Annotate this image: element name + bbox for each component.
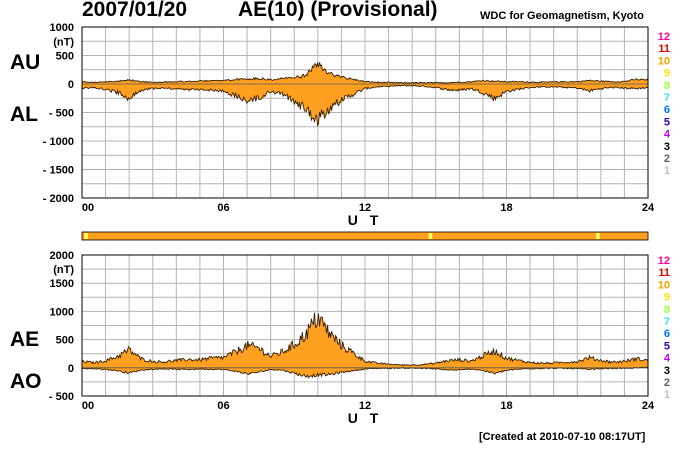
panel2-station-legend-item: 6 <box>664 328 670 340</box>
panel2-station-legend-item: 3 <box>664 365 670 377</box>
panel1-station-legend-item: 3 <box>664 141 670 153</box>
station-count-marker <box>428 233 433 239</box>
panel2-series-ao <box>81 366 649 379</box>
panel2-ytick-label: 0 <box>68 363 74 375</box>
panel1-xlabel: U T <box>348 212 383 228</box>
panel1-station-legend-item: 1 <box>664 165 670 177</box>
panel1-station-legend-item: 7 <box>664 92 670 104</box>
panel1-station-legend-item: 11 <box>658 43 670 55</box>
panel2-xtick-label: 18 <box>500 400 512 412</box>
top-label-al: AL <box>10 103 38 126</box>
panel2-station-legend-item: 4 <box>664 353 671 365</box>
panel2-station-legend-item: 12 <box>658 255 670 267</box>
panel2-station-legend-item: 10 <box>658 279 670 291</box>
panel1-station-legend-item: 5 <box>664 116 670 128</box>
panel1-ytick-label: 500 <box>56 51 74 63</box>
panel1-ytick-label: 0 <box>68 79 74 91</box>
panel2-station-legend-item: 5 <box>664 340 670 352</box>
panel1-series-al <box>81 84 649 127</box>
created-timestamp: [Created at 2010-07-10 08:17UT] <box>479 431 646 443</box>
data-source: WDC for Geomagnetism, Kyoto <box>480 10 644 22</box>
station-count-bar <box>81 231 649 241</box>
station-count-marker <box>84 233 88 239</box>
panel1-ytick-label: - 2000 <box>43 193 74 205</box>
panel1-series-au <box>81 61 649 84</box>
panel2-station-legend-item: 1 <box>664 389 670 401</box>
panel2-xtick-label: 12 <box>359 400 371 412</box>
panel1-frame <box>81 26 649 199</box>
panel1-ytick-label: - 500 <box>49 108 74 120</box>
panel1-xtick-label: 24 <box>642 202 655 214</box>
panel2-xlabel: U T <box>348 410 383 426</box>
panel1-xtick-label: 00 <box>82 202 94 214</box>
panel1-station-legend-item: 8 <box>664 80 670 92</box>
panel2-ytick-label: - 500 <box>49 391 74 403</box>
panel2-station-legend-item: 7 <box>664 316 670 328</box>
panel2-station-legend-item: 2 <box>664 377 670 389</box>
bottom-label-ae: AE <box>10 328 40 351</box>
panel2-ytick-label: 1000 <box>50 306 74 318</box>
panel1-unit: (nT) <box>53 36 74 48</box>
panel2-xtick-label: 00 <box>82 400 94 412</box>
panel2-ytick-label: 500 <box>56 335 74 347</box>
panel2-unit: (nT) <box>53 264 74 276</box>
chart-title: AE(10) (Provisional) <box>238 0 438 21</box>
panel2-area-fill <box>82 312 648 378</box>
panel2-station-legend-item: 8 <box>664 304 670 316</box>
panel2-xtick-label: 24 <box>642 400 655 412</box>
panel1-xtick-label: 12 <box>359 202 371 214</box>
panel1-station-legend-item: 10 <box>658 55 670 67</box>
panel1-ytick-label: - 1000 <box>43 136 74 148</box>
station-count-marker <box>596 233 600 239</box>
panel2-series-ae <box>81 312 649 367</box>
panel1-station-legend-item: 4 <box>664 129 671 141</box>
panel1-station-legend-item: 6 <box>664 104 670 116</box>
top-label-au: AU <box>10 51 41 74</box>
panel2-station-legend-item: 9 <box>664 292 670 304</box>
panel1-station-legend-item: 9 <box>664 68 670 80</box>
panel2-xtick-label: 06 <box>217 400 229 412</box>
panel1-xtick-label: 06 <box>217 202 229 214</box>
panel1-ytick-label: 1000 <box>50 22 74 34</box>
panel2-ytick-label: 1500 <box>50 278 74 290</box>
panel2-ytick-label: 2000 <box>50 250 74 262</box>
panel2-station-legend-item: 11 <box>658 267 670 279</box>
panel1-station-legend-item: 2 <box>664 153 670 165</box>
bottom-label-ao: AO <box>10 370 42 393</box>
panel2-frame <box>81 254 649 397</box>
panel1-xtick-label: 18 <box>500 202 512 214</box>
panel1-station-legend-item: 12 <box>658 31 670 43</box>
chart-date: 2007/01/20 <box>82 0 188 21</box>
panel1-ytick-label: - 1500 <box>43 165 74 177</box>
